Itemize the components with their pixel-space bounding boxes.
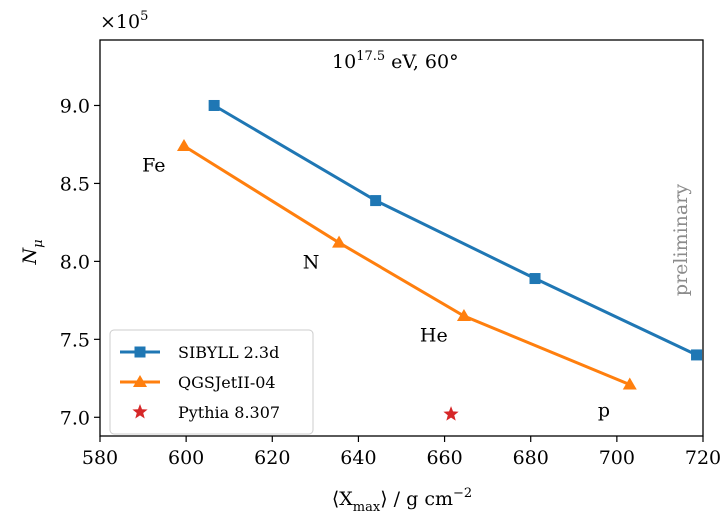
- x-tick-label: 620: [254, 447, 290, 469]
- x-tick-label: 680: [513, 447, 549, 469]
- x-axis-label: ⟨Xmax⟩ / g cm−2: [332, 486, 472, 515]
- x-tick-label: 640: [340, 447, 376, 469]
- legend-entry: QGSJetII-04: [120, 373, 276, 392]
- plot-area: Fe N He p: [142, 99, 703, 421]
- x-tick-label: 580: [82, 447, 118, 469]
- data-point: [443, 406, 459, 421]
- x-tick-label: 600: [168, 447, 204, 469]
- y-axis-label: Nμ: [19, 239, 46, 265]
- y-axis: 7.0 7.5 8.0 8.5 9.0: [60, 95, 100, 429]
- data-point: [208, 99, 220, 111]
- y-tick-label: 8.5: [60, 173, 90, 195]
- legend-marker: [134, 346, 146, 358]
- legend: SIBYLL 2.3d QGSJetII-04 Pythia 8.307: [109, 329, 314, 435]
- legend-label: QGSJetII-04: [178, 373, 276, 392]
- x-tick-label: 660: [426, 447, 462, 469]
- legend-box: [109, 329, 314, 435]
- x-tick-label: 720: [685, 447, 721, 469]
- data-point: [332, 235, 347, 248]
- legend-label: Pythia 8.307: [178, 403, 280, 422]
- y-tick-label: 9.0: [60, 95, 90, 117]
- point-label: He: [420, 325, 448, 347]
- y-multiplier: ×105: [100, 9, 148, 33]
- preliminary-watermark: preliminary: [670, 184, 692, 296]
- data-point: [622, 377, 637, 390]
- data-point: [691, 349, 703, 361]
- data-point: [456, 308, 471, 321]
- data-point: [176, 139, 191, 152]
- point-label: Fe: [142, 155, 165, 177]
- legend-label: SIBYLL 2.3d: [178, 343, 279, 362]
- series-line: [213, 104, 698, 357]
- data-point: [529, 273, 541, 285]
- legend-entry: SIBYLL 2.3d: [120, 343, 279, 362]
- x-tick-label: 700: [599, 447, 635, 469]
- legend-entry: Pythia 8.307: [132, 403, 280, 422]
- axes-frame: [99, 39, 704, 437]
- y-tick-label: 8.0: [60, 251, 90, 273]
- point-label: N: [303, 251, 320, 273]
- x-axis: 580 600 620 640 660 680 700 720: [82, 436, 721, 469]
- series-pythia-8-307: [443, 406, 459, 421]
- y-tick-label: 7.0: [60, 407, 90, 429]
- data-point: [370, 195, 382, 207]
- legend-marker: [133, 375, 147, 387]
- legend-marker: [132, 404, 148, 419]
- energy-annotation: 1017.5 eV, 60°: [332, 49, 459, 73]
- y-tick-label: 7.5: [60, 329, 90, 351]
- series-qgsjetii-04: [176, 139, 637, 390]
- point-label: p: [598, 399, 610, 421]
- series-sibyll-2-3d: [208, 99, 703, 361]
- series-line: [183, 144, 631, 386]
